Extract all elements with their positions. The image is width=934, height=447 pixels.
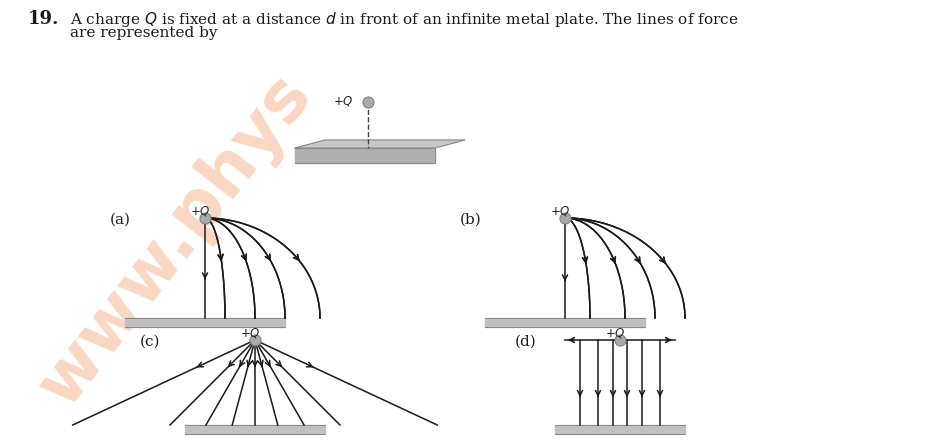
Polygon shape: [295, 148, 435, 163]
Polygon shape: [185, 425, 325, 434]
Polygon shape: [125, 318, 285, 327]
Text: $+Q$: $+Q$: [604, 326, 626, 340]
Text: 19.: 19.: [28, 10, 60, 28]
Text: $+Q$: $+Q$: [550, 204, 571, 218]
Text: $+Q$: $+Q$: [240, 326, 261, 340]
Text: (b): (b): [460, 213, 482, 227]
Text: $+Q$: $+Q$: [190, 204, 210, 218]
Polygon shape: [295, 140, 465, 148]
Text: (d): (d): [515, 335, 537, 349]
Text: are represented by: are represented by: [70, 26, 218, 40]
Polygon shape: [485, 318, 645, 327]
Text: (a): (a): [110, 213, 131, 227]
Text: www.phys: www.phys: [25, 61, 325, 419]
Text: A charge $Q$ is fixed at a distance $d$ in front of an infinite metal plate. The: A charge $Q$ is fixed at a distance $d$ …: [70, 10, 739, 29]
Text: (c): (c): [140, 335, 161, 349]
Text: $+Q$: $+Q$: [333, 94, 354, 108]
Polygon shape: [555, 425, 685, 434]
